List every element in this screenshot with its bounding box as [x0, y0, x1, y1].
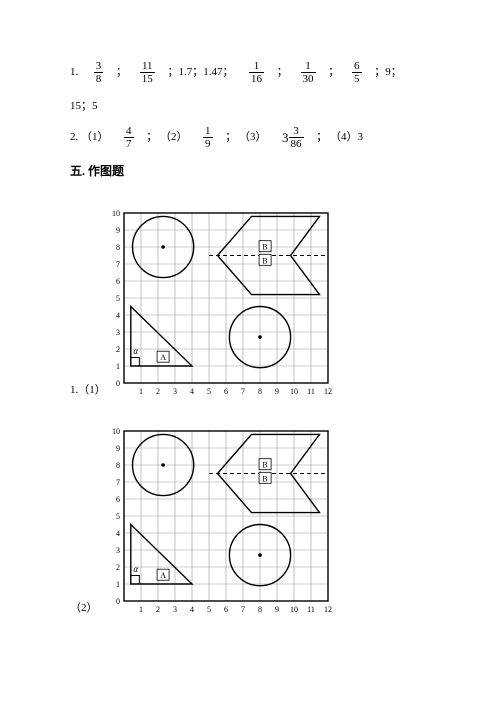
svg-text:9: 9	[116, 444, 120, 453]
svg-text:4: 4	[116, 311, 120, 320]
svg-text:8: 8	[116, 461, 120, 470]
svg-text:5: 5	[116, 512, 120, 521]
p4: （4）	[330, 131, 358, 143]
mixed-3-3-86: 3386	[282, 125, 304, 150]
num2: 2.	[70, 131, 78, 143]
v-9: 9	[385, 66, 391, 78]
frac-3-8: 38	[94, 60, 104, 85]
svg-text:0: 0	[116, 379, 120, 388]
v4: 3	[358, 131, 364, 143]
svg-text:A: A	[160, 354, 166, 363]
frac-4-7: 47	[124, 125, 134, 150]
svg-text:1: 1	[116, 580, 120, 589]
svg-text:1: 1	[139, 605, 143, 614]
svg-text:8: 8	[116, 243, 120, 252]
v-15: 15	[70, 100, 81, 112]
svg-text:1: 1	[139, 387, 143, 396]
svg-text:1: 1	[116, 362, 120, 371]
svg-text:2: 2	[116, 345, 120, 354]
v-1.7: 1.7	[179, 66, 193, 78]
figure-2-row: （2） 123456789101112012345678910αABB	[70, 427, 430, 615]
answers-line-1b: 15；5	[70, 97, 430, 113]
svg-text:B: B	[262, 475, 267, 484]
svg-text:A: A	[160, 572, 166, 581]
grid-figure-2: 123456789101112012345678910αABB	[108, 427, 332, 615]
svg-text:B: B	[262, 461, 267, 470]
svg-text:6: 6	[116, 277, 120, 286]
v-1.47: 1.47	[203, 66, 222, 78]
frac-1-30: 130	[301, 60, 316, 85]
svg-text:7: 7	[116, 478, 120, 487]
p2: （2）	[160, 131, 188, 143]
svg-text:9: 9	[116, 226, 120, 235]
frac-1-16: 116	[249, 60, 264, 85]
p1: （1）	[81, 131, 109, 143]
svg-text:10: 10	[112, 209, 120, 218]
svg-text:3: 3	[116, 546, 120, 555]
figure-1-row: 1.（1） 123456789101112012345678910αABB	[70, 209, 430, 397]
svg-text:7: 7	[241, 605, 245, 614]
svg-text:9: 9	[275, 387, 279, 396]
answers-line-1: 1. 38 ； 1115 ；1.7；1.47； 116 ； 130 ； 65 ；…	[70, 60, 430, 85]
svg-text:3: 3	[173, 605, 177, 614]
svg-text:3: 3	[116, 328, 120, 337]
svg-text:5: 5	[207, 605, 211, 614]
figure-2-label: （2）	[70, 599, 108, 615]
svg-text:B: B	[262, 243, 267, 252]
svg-text:6: 6	[224, 387, 228, 396]
svg-text:α: α	[133, 564, 138, 574]
svg-text:4: 4	[116, 529, 120, 538]
svg-text:6: 6	[116, 495, 120, 504]
answers-line-2: 2. （1） 47 ； （2） 19 ； （3） 3386 ； （4）3	[70, 125, 430, 150]
svg-text:7: 7	[241, 387, 245, 396]
frac-11-15: 1115	[140, 60, 155, 85]
svg-text:8: 8	[258, 387, 262, 396]
svg-text:8: 8	[258, 605, 262, 614]
grid-figure-1: 123456789101112012345678910αABB	[108, 209, 332, 397]
svg-text:9: 9	[275, 605, 279, 614]
svg-text:2: 2	[156, 387, 160, 396]
svg-text:α: α	[133, 346, 138, 356]
svg-text:4: 4	[190, 387, 194, 396]
svg-text:7: 7	[116, 260, 120, 269]
figure-1-label: 1.（1）	[70, 381, 108, 397]
svg-text:10: 10	[112, 427, 120, 436]
svg-text:0: 0	[116, 597, 120, 606]
v-5: 5	[92, 100, 98, 112]
section-5-title: 五. 作图题	[70, 162, 430, 179]
svg-text:3: 3	[173, 387, 177, 396]
svg-text:10: 10	[290, 387, 298, 396]
svg-text:12: 12	[324, 387, 332, 396]
frac-6-5: 65	[352, 60, 362, 85]
svg-text:4: 4	[190, 605, 194, 614]
svg-text:11: 11	[307, 387, 315, 396]
svg-text:11: 11	[307, 605, 315, 614]
num1: 1.	[70, 66, 78, 78]
p3: （3）	[239, 131, 267, 143]
svg-text:12: 12	[324, 605, 332, 614]
svg-text:2: 2	[156, 605, 160, 614]
svg-text:10: 10	[290, 605, 298, 614]
svg-text:5: 5	[116, 294, 120, 303]
svg-text:B: B	[262, 257, 267, 266]
frac-1-9: 19	[203, 125, 213, 150]
svg-text:2: 2	[116, 563, 120, 572]
svg-text:6: 6	[224, 605, 228, 614]
svg-text:5: 5	[207, 387, 211, 396]
